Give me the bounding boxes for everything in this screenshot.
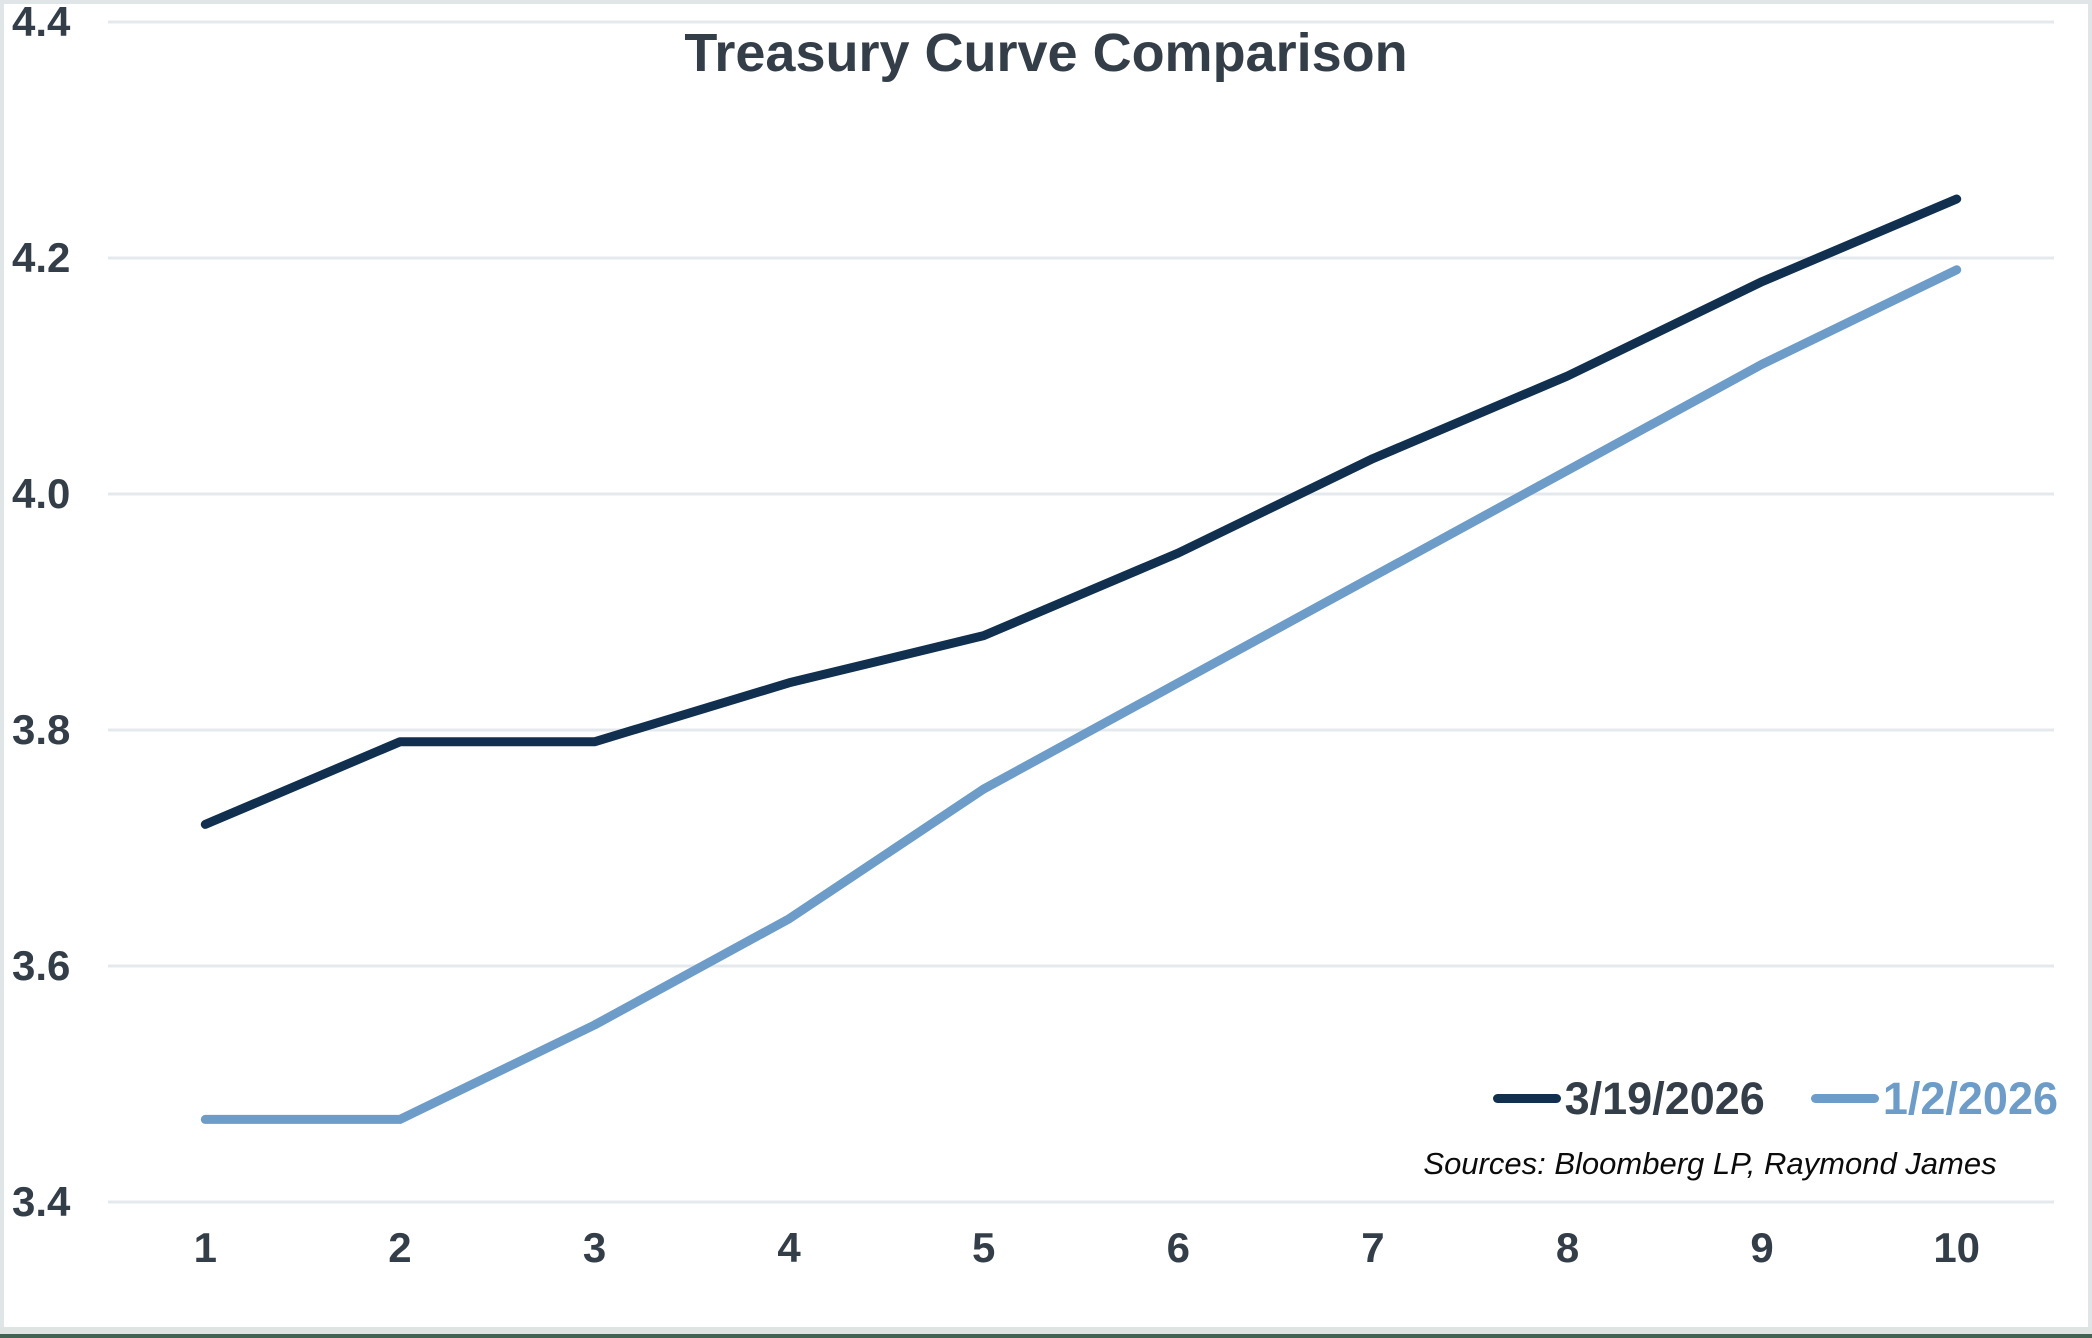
legend-label: 1/2/2026 [1882, 1072, 2058, 1124]
x-tick-label-7: 7 [1361, 1224, 1385, 1271]
y-tick-label-4.2: 4.2 [12, 234, 71, 281]
y-tick-label-4.4: 4.4 [12, 0, 71, 45]
x-tick-label-3: 3 [582, 1224, 607, 1271]
bottom-border-gray [0, 1327, 2092, 1334]
sources-note: Sources: Bloomberg LP, Raymond James [1423, 1146, 1997, 1181]
legend-item-3-19-2026: 3/19/2026 [1492, 1072, 1765, 1124]
x-tick-label-2: 2 [388, 1224, 412, 1271]
x-tick-label-8: 8 [1555, 1224, 1580, 1271]
y-tick-label-3.4: 3.4 [12, 1178, 71, 1225]
chart-title: Treasury Curve Comparison [684, 23, 1408, 83]
x-tick-label-9: 9 [1750, 1224, 1774, 1271]
x-tick-label-5: 5 [972, 1224, 996, 1271]
x-tick-label-6: 6 [1166, 1224, 1190, 1271]
series-line-3-19-2026 [200, 194, 1962, 829]
x-tick-label-4: 4 [777, 1224, 801, 1271]
bottom-border-green [0, 1334, 2092, 1338]
x-tick-label-1: 1 [193, 1224, 217, 1271]
y-tick-label-3.8: 3.8 [12, 706, 71, 753]
y-tick-label-4.0: 4.0 [12, 470, 71, 517]
legend: 3/19/2026 1/2/2026 [1492, 1072, 2058, 1124]
series-line-1-2-2026 [200, 265, 1962, 1124]
legend-line-swatch [1810, 1093, 1879, 1103]
x-tick-label-10: 10 [1933, 1224, 1981, 1271]
legend-label: 3/19/2026 [1564, 1072, 1765, 1124]
legend-line-swatch [1492, 1093, 1561, 1103]
y-tick-label-3.6: 3.6 [12, 942, 71, 989]
legend-item-1-2-2026: 1/2/2026 [1810, 1072, 2058, 1124]
